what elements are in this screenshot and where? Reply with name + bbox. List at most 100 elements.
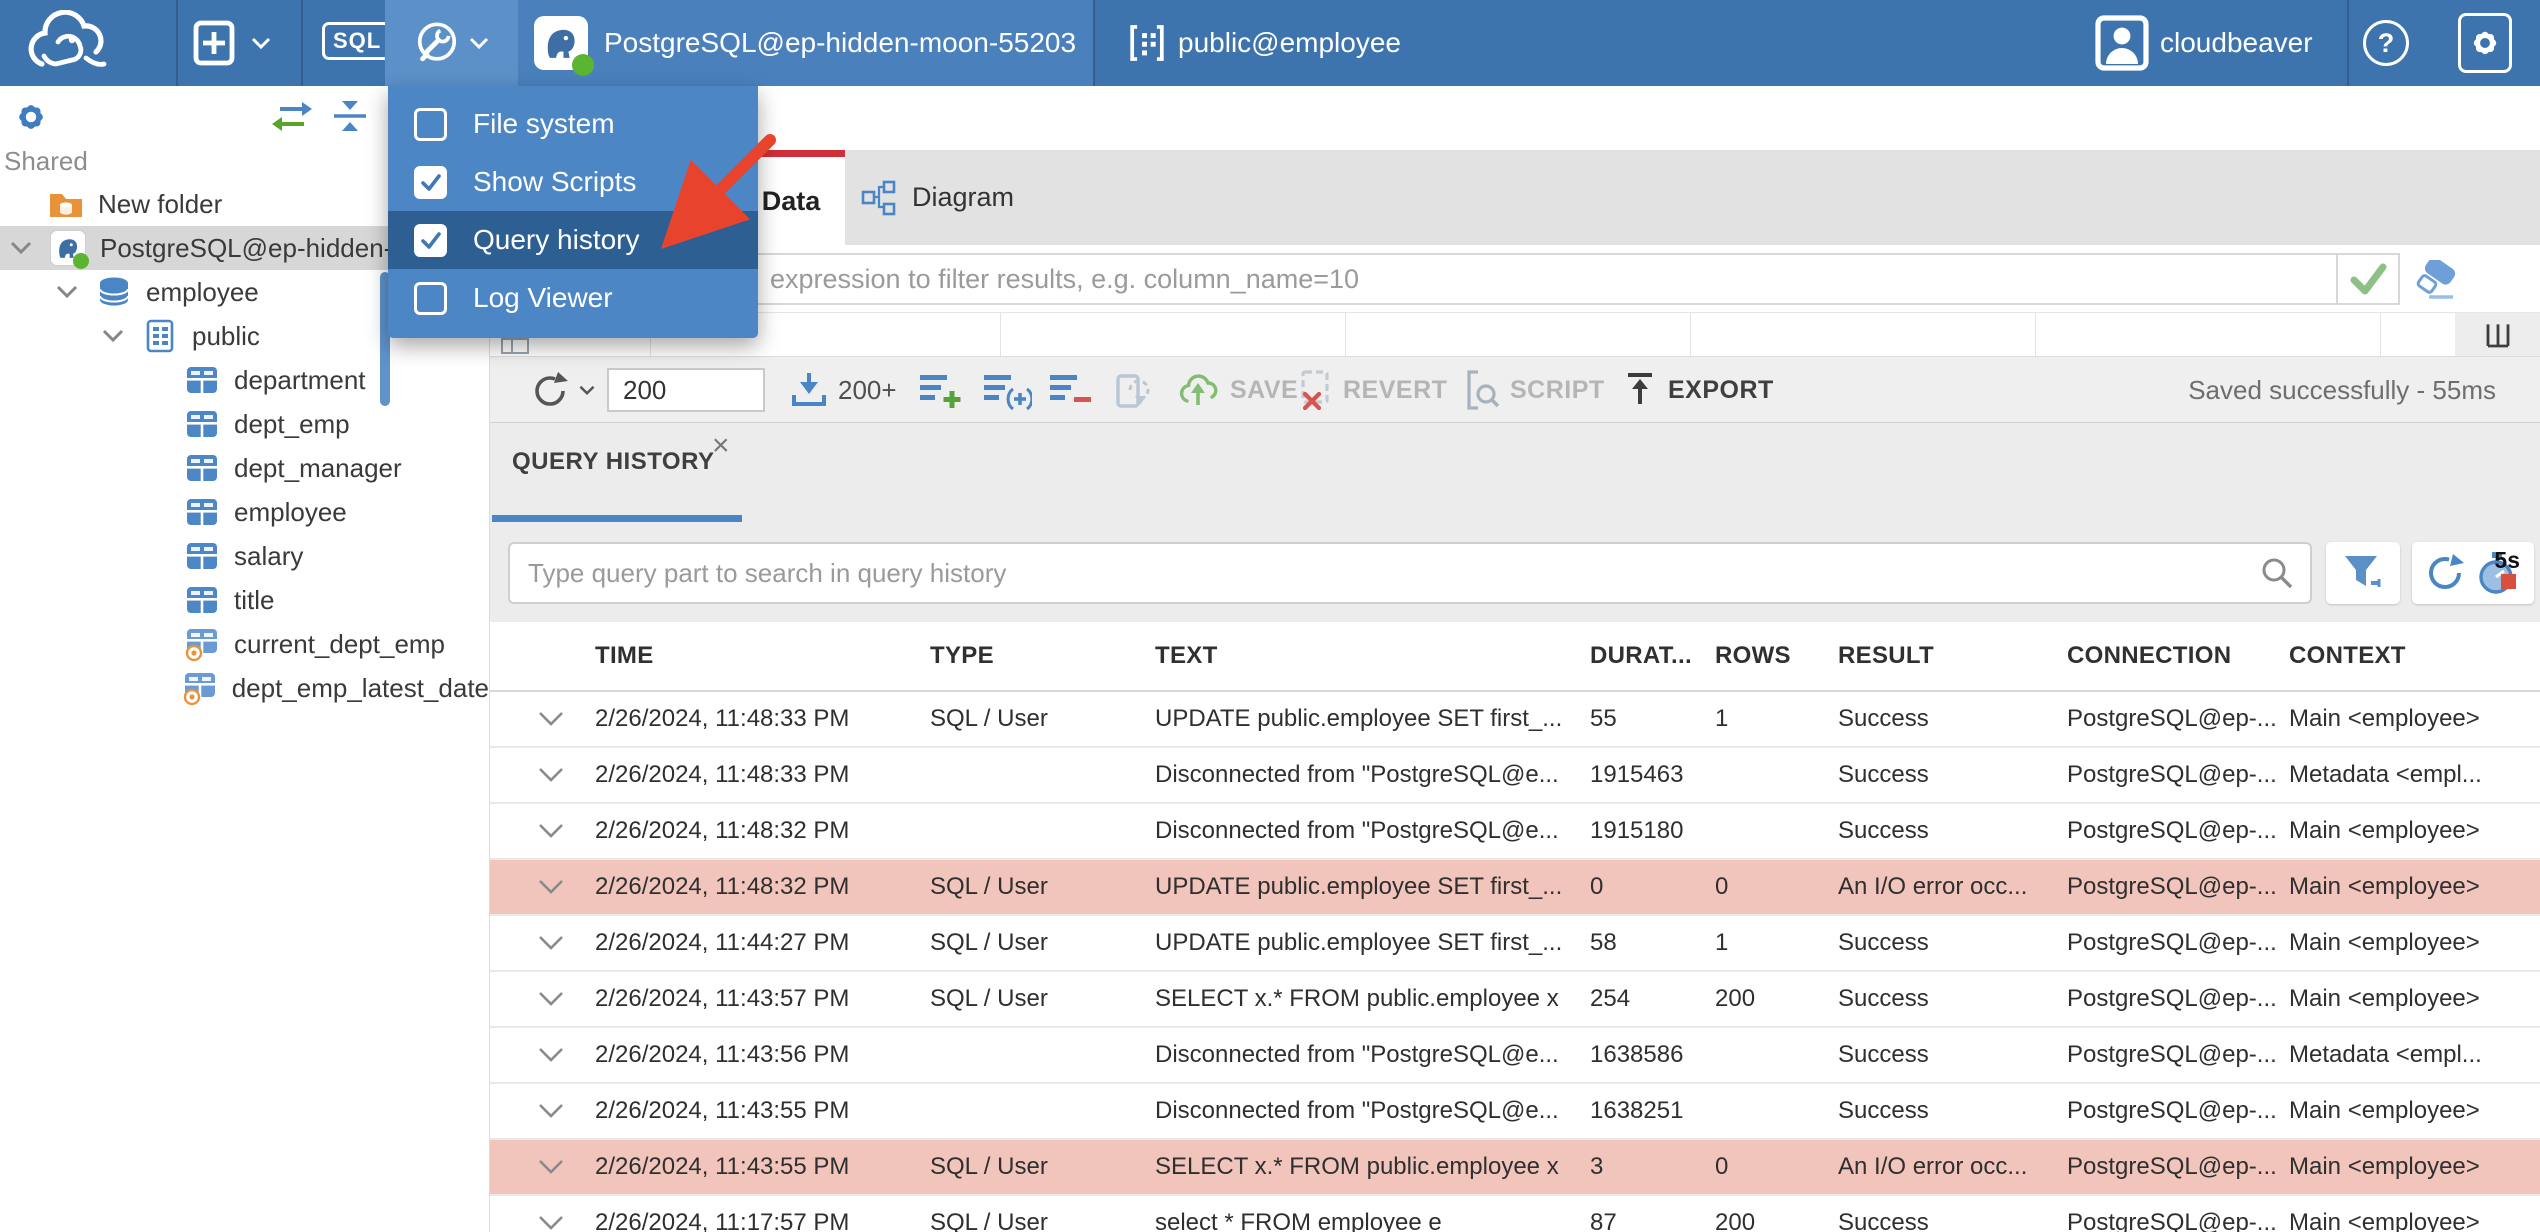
delete-row-button[interactable]	[1048, 357, 1094, 423]
expand-chevron-icon[interactable]	[536, 934, 595, 952]
connection-selector[interactable]: PostgreSQL@ep-hidden-moon-55203	[518, 0, 1093, 86]
sidebar-settings-button[interactable]	[12, 98, 50, 141]
expand-chevron-icon[interactable]	[536, 1214, 595, 1232]
expand-chevron-icon[interactable]	[536, 1158, 595, 1176]
query-history-row[interactable]: 2/26/2024, 11:48:33 PM Disconnected from…	[490, 748, 2540, 804]
diagram-icon	[861, 180, 896, 215]
query-history-row[interactable]: 2/26/2024, 11:48:32 PM SQL / User UPDATE…	[490, 860, 2540, 916]
tree-item[interactable]: dept_emp_latest_date	[0, 666, 489, 710]
check-box[interactable]	[414, 165, 447, 199]
col-result[interactable]: RESULT	[1838, 642, 1935, 669]
export-label: EXPORT	[1668, 375, 1774, 404]
col-rows[interactable]: ROWS	[1715, 642, 1791, 669]
cell-context: Main <employee>	[2289, 929, 2480, 956]
clear-filter-button[interactable]	[2412, 259, 2460, 301]
close-icon[interactable]: ×	[712, 429, 730, 462]
tree-item[interactable]: employee	[0, 490, 489, 534]
check-box[interactable]	[414, 223, 447, 257]
cell-connection: PostgreSQL@ep-...	[2067, 1097, 2277, 1124]
tree-item-label: New folder	[98, 188, 223, 219]
tree-item[interactable]: department	[0, 358, 489, 402]
chevron-down-icon[interactable]	[8, 240, 38, 256]
tree-item[interactable]: dept_emp	[0, 402, 489, 446]
query-history-row[interactable]: 2/26/2024, 11:48:33 PM SQL / User UPDATE…	[490, 692, 2540, 748]
apply-filter-button[interactable]	[2336, 255, 2398, 303]
tree-scrollbar-thumb[interactable]	[380, 272, 390, 406]
query-history-row[interactable]: 2/26/2024, 11:43:57 PM SQL / User SELECT…	[490, 972, 2540, 1028]
sql-editor-button[interactable]: SQL	[322, 22, 393, 60]
refresh-icon	[2429, 554, 2464, 589]
cell-connection: PostgreSQL@ep-...	[2067, 761, 2277, 788]
check-box[interactable]	[414, 281, 447, 315]
connection-name: PostgreSQL@ep-hidden-moon-55203	[604, 27, 1077, 58]
query-history-row[interactable]: 2/26/2024, 11:44:27 PM SQL / User UPDATE…	[490, 916, 2540, 972]
grid-columns-gutter	[2455, 313, 2540, 356]
expand-chevron-icon[interactable]	[536, 766, 595, 784]
tree-item[interactable]: New folder	[0, 182, 489, 226]
menu-item[interactable]: Show Scripts	[388, 153, 758, 211]
col-text[interactable]: TEXT	[1155, 642, 1218, 669]
chevron-down-icon[interactable]	[54, 284, 84, 300]
query-history-row[interactable]: 2/26/2024, 11:48:32 PM Disconnected from…	[490, 804, 2540, 860]
col-type[interactable]: TYPE	[930, 642, 994, 669]
duplicate-row-button[interactable]	[982, 357, 1032, 423]
tree-item[interactable]: salary	[0, 534, 489, 578]
tab-diagram[interactable]: Diagram	[860, 150, 1014, 245]
export-button[interactable]: EXPORT	[1620, 357, 1774, 423]
query-history-header-row: TIME TYPE TEXT DURAT... ROWS RESULT CONN…	[490, 622, 2540, 692]
add-row-button[interactable]	[918, 357, 964, 423]
row-limit-input[interactable]	[607, 368, 765, 412]
tools-menu-button[interactable]	[385, 0, 518, 86]
menu-item[interactable]: Query history	[388, 211, 758, 269]
history-filter-button[interactable]	[2326, 542, 2400, 604]
expand-chevron-icon[interactable]	[536, 1046, 595, 1064]
expand-chevron-icon[interactable]	[536, 990, 595, 1008]
tree-item[interactable]: dept_manager	[0, 446, 489, 490]
cell-text: UPDATE public.employee SET first_...	[1155, 873, 1563, 900]
expand-chevron-icon[interactable]	[536, 822, 595, 840]
expand-chevron-icon[interactable]	[536, 710, 595, 728]
filter-input[interactable]: expression to filter results, e.g. colum…	[506, 253, 2400, 305]
user-menu[interactable]: cloudbeaver	[2094, 14, 2313, 72]
tree-item[interactable]: title	[0, 578, 489, 622]
query-history-row[interactable]: 2/26/2024, 11:43:55 PM Disconnected from…	[490, 1084, 2540, 1140]
revert-button[interactable]: REVERT	[1295, 357, 1447, 423]
menu-item[interactable]: File system	[388, 95, 758, 153]
refresh-button[interactable]	[530, 357, 596, 423]
tree-item[interactable]: public	[0, 314, 489, 358]
tree-item[interactable]: current_dept_emp	[0, 622, 489, 666]
cloudbeaver-logo[interactable]	[18, 10, 130, 76]
copy-result-button[interactable]	[1110, 357, 1154, 423]
settings-button[interactable]	[2458, 13, 2512, 73]
col-time[interactable]: TIME	[595, 642, 654, 669]
new-connection-button[interactable]	[192, 20, 272, 66]
table-icon	[184, 582, 220, 618]
col-connection[interactable]: CONNECTION	[2067, 642, 2232, 669]
query-history-search-input[interactable]	[510, 557, 2260, 589]
query-history-row[interactable]: 2/26/2024, 11:43:55 PM SQL / User SELECT…	[490, 1140, 2540, 1196]
schema-selector[interactable]: public@employee	[1126, 22, 1401, 64]
menu-item[interactable]: Log Viewer	[388, 269, 758, 327]
columns-config-icon[interactable]	[2483, 321, 2513, 351]
fetch-more-button[interactable]: 200+	[788, 357, 897, 423]
sync-connection-button[interactable]	[270, 96, 314, 141]
tree-item[interactable]: employee	[0, 270, 489, 314]
help-button[interactable]: ?	[2363, 20, 2409, 66]
col-duration[interactable]: DURAT...	[1590, 642, 1692, 669]
collapse-all-button[interactable]	[330, 96, 370, 141]
history-auto-refresh-button[interactable]: 5s	[2412, 542, 2534, 604]
expand-chevron-icon[interactable]	[536, 1102, 595, 1120]
chevron-down-icon[interactable]	[100, 328, 130, 344]
col-context[interactable]: CONTEXT	[2289, 642, 2406, 669]
query-history-row[interactable]: 2/26/2024, 11:43:56 PM Disconnected from…	[490, 1028, 2540, 1084]
save-button[interactable]: SAVE	[1176, 357, 1298, 423]
script-button[interactable]: SCRIPT	[1462, 357, 1605, 423]
tree-item-label: dept_emp_latest_date	[231, 672, 489, 703]
tree-item-label: PostgreSQL@ep-hidden-	[100, 232, 393, 263]
check-box[interactable]	[414, 107, 447, 141]
expand-chevron-icon[interactable]	[536, 878, 595, 896]
connection-status-dot	[572, 54, 594, 76]
query-history-tab[interactable]: QUERY HISTORY	[512, 448, 715, 475]
query-history-row[interactable]: 2/26/2024, 11:17:57 PM SQL / User select…	[490, 1196, 2540, 1232]
cell-rows: 1	[1715, 929, 1729, 956]
